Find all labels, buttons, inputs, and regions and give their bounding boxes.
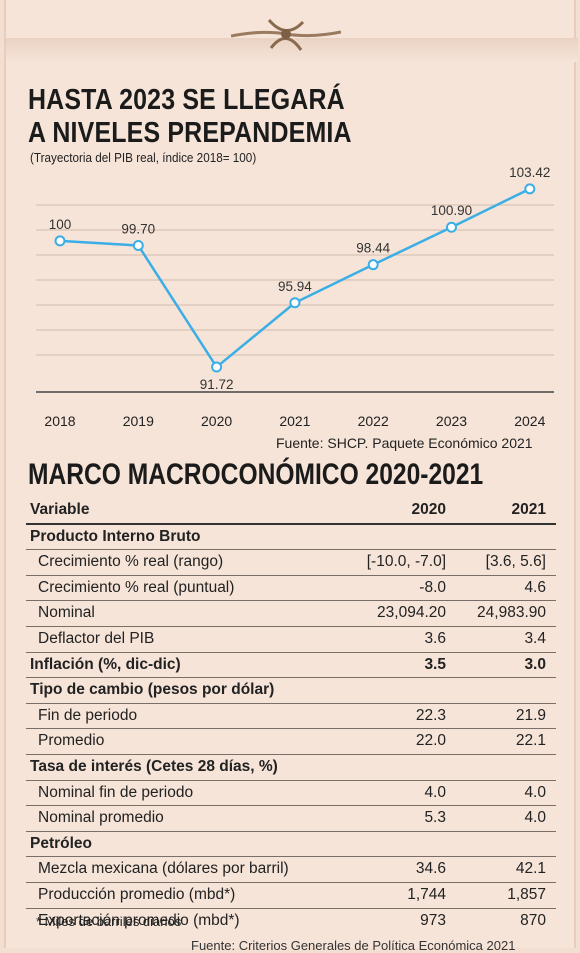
table-row: Nominal promedio 5.3 4.0 [26, 806, 556, 832]
x-tick-label: 2020 [201, 413, 232, 429]
row-label: Inflación (%, dic-dic) [30, 655, 181, 673]
value-2021: 22.1 [515, 732, 546, 750]
row-label: Crecimiento % real (puntual) [38, 578, 235, 596]
row-label: Crecimiento % real (rango) [38, 553, 224, 571]
row-label: Petróleo [30, 834, 93, 852]
title-line-2: A NIVELES PREPANDEMIA [28, 117, 352, 149]
value-2020: [-10.0, -7.0] [366, 553, 446, 571]
data-point [524, 183, 536, 195]
data-label: 91.72 [200, 377, 234, 392]
table-footer-source: Fuente: Criterios Generales de Política … [191, 938, 516, 953]
value-2020: 23,094.20 [377, 604, 446, 622]
table-row: Petróleo [26, 832, 556, 858]
data-label: 95.94 [278, 279, 312, 294]
table-row: Inflación (%, dic-dic) 3.5 3.0 [26, 653, 556, 679]
value-2020: 973 [420, 911, 446, 929]
value-2021: 4.0 [524, 809, 546, 827]
value-2020: 22.0 [415, 732, 446, 750]
data-label: 99.70 [121, 221, 155, 236]
value-2020: 3.6 [424, 629, 446, 647]
value-2020: 5.3 [424, 809, 446, 827]
value-2021: 870 [520, 911, 546, 929]
table-row: Crecimiento % real (puntual) -8.0 4.6 [26, 576, 556, 602]
table-title: MARCO MACROCONÓMICO 2020-2021 [28, 458, 484, 491]
table-row: Producto Interno Bruto [26, 525, 556, 551]
table-row: Crecimiento % real (rango) [-10.0, -7.0] [… [26, 550, 556, 576]
row-label: Nominal fin de periodo [38, 783, 194, 801]
row-label: Producción promedio (mbd*) [38, 885, 236, 903]
x-tick-label: 2019 [123, 413, 154, 429]
value-2021: 42.1 [515, 860, 546, 878]
table-header-row: Variable 2020 2021 [26, 498, 556, 525]
x-tick-label: 2023 [436, 413, 467, 429]
data-label: 103.42 [509, 165, 550, 180]
value-2021: 24,983.90 [477, 604, 546, 622]
row-label: Mezcla mexicana (dólares por barril) [38, 860, 289, 878]
table-row: Exportación promedio (mbd*) 973 870 [26, 909, 556, 934]
value-2021: 1,857 [507, 885, 546, 903]
infographic-card: HASTA 2023 SE LLEGARÁ A NIVELES PREPANDE… [4, 0, 578, 953]
x-tick-label: 2024 [514, 413, 545, 429]
data-point [446, 221, 457, 233]
value-2020: -8.0 [419, 578, 446, 596]
value-2020: 34.6 [415, 860, 446, 878]
gdp-line-chart: 100 2018 99.70 2019 91.72 2020 95.94 2021 98.44 2… [36, 165, 554, 429]
data-point [211, 361, 223, 373]
value-2021: 21.9 [515, 706, 546, 724]
x-tick-label: 2022 [358, 413, 389, 429]
row-label: Exportación promedio (mbd*) [38, 911, 240, 929]
macro-table: Variable 2020 2021 Producto Interno Brut… [26, 498, 556, 933]
row-label: Fin de periodo [38, 706, 138, 724]
value-2021: 4.6 [524, 578, 546, 596]
twine-knot-icon [231, 18, 341, 51]
table-row: Promedio 22.0 22.1 [26, 729, 556, 755]
data-label: 100 [49, 217, 72, 232]
row-label: Promedio [38, 732, 105, 750]
table-row: Nominal 23,094.20 24,983.90 [26, 601, 556, 627]
value-2021: 4.0 [524, 783, 546, 801]
data-point [289, 297, 301, 309]
row-label: Deflactor del PIB [38, 629, 155, 647]
table-row: Deflactor del PIB 3.6 3.4 [26, 627, 556, 653]
row-label: Tipo de cambio (pesos por dólar) [30, 681, 275, 699]
table-note: * Miles de barriles diarios [36, 914, 182, 929]
data-label: 98.44 [356, 241, 390, 256]
value-2020: 22.3 [415, 706, 446, 724]
data-label: 100.90 [431, 203, 472, 218]
table-row: Tipo de cambio (pesos por dólar) [26, 678, 556, 704]
value-2021: 3.4 [524, 629, 546, 647]
col-2021-header: 2021 [511, 501, 546, 518]
x-tick-label: 2021 [279, 413, 310, 429]
col-2020-header: 2020 [411, 501, 446, 518]
table-row: Producción promedio (mbd*) 1,744 1,857 [26, 883, 556, 909]
value-2020: 4.0 [424, 783, 446, 801]
value-2021: [3.6, 5.6] [485, 553, 546, 571]
x-tick-label: 2018 [44, 413, 75, 429]
chart-source: Fuente: SHCP. Paquete Económico 2021 [276, 435, 533, 451]
table-row: Mezcla mexicana (dólares por barril) 34.6… [26, 857, 556, 883]
row-label: Nominal promedio [38, 809, 164, 827]
value-2020: 1,744 [407, 885, 446, 903]
data-point [132, 239, 144, 251]
title-line-1: HASTA 2023 SE LLEGARÁ [28, 84, 345, 116]
table-row: Fin de periodo 22.3 21.9 [26, 704, 556, 730]
table-row: Nominal fin de periodo 4.0 4.0 [26, 781, 556, 807]
value-2020: 3.5 [424, 655, 446, 673]
table-row: Tasa de interés (Cetes 28 días, %) [26, 755, 556, 781]
chart-subtitle: (Trayectoria del PIB real, índice 2018= … [30, 150, 257, 165]
row-label: Producto Interno Bruto [30, 527, 201, 545]
chart-title: HASTA 2023 SE LLEGARÁ A NIVELES PREPANDE… [28, 84, 389, 150]
data-point [54, 235, 66, 247]
row-label: Nominal [38, 604, 95, 622]
data-point [367, 259, 379, 271]
value-2021: 3.0 [524, 655, 546, 673]
row-label: Tasa de interés (Cetes 28 días, %) [30, 757, 278, 775]
col-variable-header: Variable [30, 501, 90, 518]
